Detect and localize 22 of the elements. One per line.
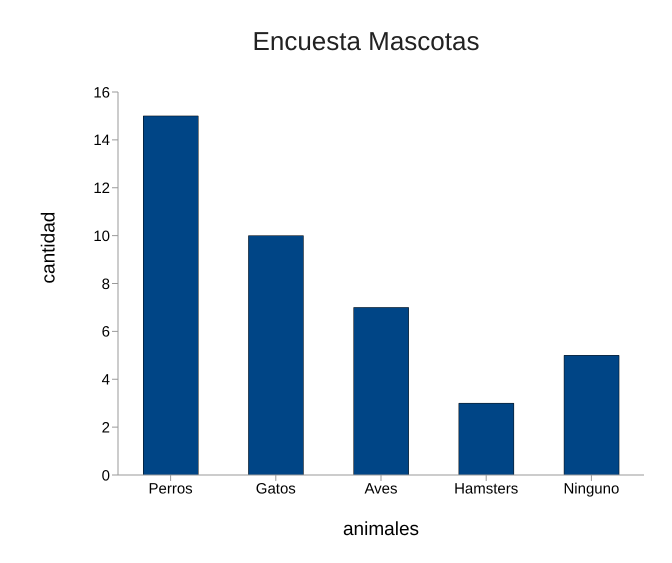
bar <box>248 235 304 475</box>
y-tick-label: 12 <box>93 180 110 198</box>
y-tick-label: 4 <box>102 372 110 389</box>
y-tick-label: 10 <box>93 228 110 245</box>
x-tick-label: Perros <box>148 480 193 498</box>
y-tick-label: 8 <box>102 276 110 293</box>
bar <box>564 355 620 475</box>
x-tick-label: Ninguno <box>563 480 620 498</box>
bar <box>353 307 409 475</box>
x-axis-title: animales <box>342 519 420 540</box>
y-tick-label: 6 <box>102 324 110 341</box>
y-axis-title: cantidad <box>38 212 60 284</box>
y-tick-label: 14 <box>93 132 110 150</box>
chart-title: Encuesta Mascotas <box>252 25 480 58</box>
y-tick-label: 16 <box>93 84 110 102</box>
x-tick-label: Hamsters <box>454 480 518 498</box>
x-tick-label: Aves <box>364 480 398 498</box>
bar <box>143 116 198 475</box>
bar <box>458 402 514 475</box>
y-tick-label: 2 <box>102 419 110 436</box>
y-tick-label: 0 <box>102 467 110 484</box>
x-tick-label: Gatos <box>256 480 296 498</box>
